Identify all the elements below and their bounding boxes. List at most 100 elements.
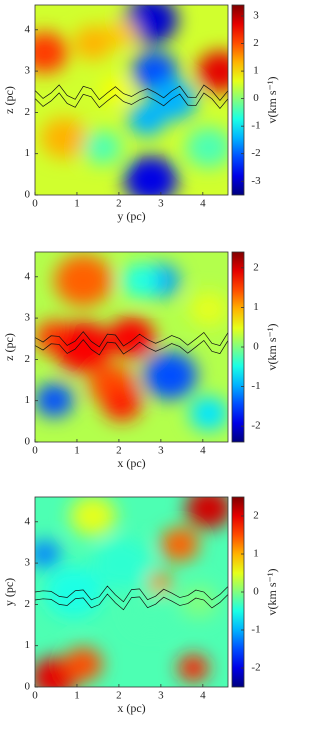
y-tick-label: 1 [25, 639, 31, 651]
field-blob [54, 254, 113, 307]
colorbar-tick-label: 2 [253, 261, 259, 273]
field-blob [121, 263, 161, 298]
x-tick-label: 3 [158, 198, 164, 210]
x-tick-label: 4 [200, 198, 206, 210]
field-blob [189, 396, 228, 431]
y-tick-label: 2 [25, 598, 31, 610]
field-blob [189, 291, 228, 327]
field-blob [102, 386, 142, 422]
field-blob [179, 584, 219, 619]
colorbar-tick-label: 2 [253, 37, 259, 49]
y-tick-label: 2 [25, 353, 31, 365]
colorbar-tick-label: -2 [251, 420, 260, 432]
field-blob [35, 383, 74, 418]
x-tick-label: 2 [116, 198, 122, 210]
field-blob [185, 497, 228, 529]
colorbar-tick-label: -3 [251, 175, 261, 187]
field-blob [143, 351, 198, 400]
x-tick-label: 0 [32, 690, 38, 702]
contour [35, 339, 228, 356]
field-blob [106, 19, 138, 48]
y-tick-label: 2 [25, 106, 31, 118]
field-blob [92, 537, 151, 590]
field-blob [83, 130, 122, 165]
heatmap-field [35, 497, 228, 687]
x-tick-label: 0 [32, 198, 38, 210]
field-blob [148, 572, 173, 593]
field-blob [127, 590, 174, 632]
x-tick-label: 2 [116, 690, 122, 702]
field-blob [123, 5, 178, 45]
contour [35, 331, 228, 348]
y-tick-label: 0 [25, 681, 31, 693]
field-blob [54, 321, 113, 373]
x-tick-label: 0 [32, 445, 38, 457]
y-axis-label: y (pc) [2, 578, 16, 606]
x-tick-label: 4 [200, 445, 206, 457]
y-tick-label: 4 [25, 270, 31, 282]
colorbar-tick-label: -1 [251, 380, 260, 392]
colorbar-tick-label: 0 [253, 341, 259, 353]
colorbar-tick-label: 0 [253, 92, 259, 104]
x-axis-label: x (pc) [117, 701, 145, 715]
y-tick-label: 0 [25, 189, 31, 201]
colorbar-label: v(km s⁻¹) [265, 77, 279, 124]
contour [35, 92, 228, 109]
plot-frame [34, 251, 229, 443]
figure: 0 1 2 3 4 0 1 2 3 4 y (pc) z (pc) -3 -2 -1 0 1 2 3 v(km s⁻¹… [2, 4, 279, 715]
colorbar [231, 4, 245, 196]
colorbar-tick-label: 3 [253, 10, 259, 22]
contour [35, 585, 228, 603]
field-blob [35, 31, 68, 74]
field-blob [63, 647, 103, 682]
x-tick-label: 1 [74, 198, 80, 210]
y-tick-label: 3 [25, 557, 31, 569]
y-tick-label: 4 [25, 23, 31, 35]
field-blobs [35, 497, 228, 687]
x-tick-label: 2 [116, 445, 122, 457]
heatmap-field [35, 252, 228, 442]
field-blobs [35, 5, 228, 195]
y-tick-label: 1 [25, 394, 31, 406]
field-blob [35, 540, 61, 568]
colorbar-tick-label: 2 [253, 510, 259, 522]
field-blob [123, 155, 178, 195]
field-blob [197, 50, 228, 93]
field-blob [73, 25, 113, 61]
field-blob [150, 79, 198, 121]
y-tick-label: 3 [25, 65, 31, 77]
y-tick-label: 3 [25, 312, 31, 324]
x-tick-label: 1 [74, 690, 80, 702]
field-blobs [35, 254, 228, 431]
x-axis-label: y (pc) [117, 209, 145, 223]
x-tick-label: 4 [200, 690, 206, 702]
field-blob [100, 76, 132, 105]
field-blob [69, 497, 117, 537]
colorbar-tick-label: 1 [253, 301, 259, 313]
field-blob [185, 126, 228, 169]
colorbar-tick-label: -1 [251, 624, 260, 636]
colorbar-tick-label: 0 [253, 586, 259, 598]
y-tick-label: 4 [25, 515, 31, 527]
colorbar-tick-label: 1 [253, 65, 259, 77]
colorbar-tick-label: 1 [253, 548, 259, 560]
colorbar-label: v(km s⁻¹) [265, 324, 279, 371]
colorbar-tick-label: -1 [251, 120, 260, 132]
field-blob [40, 117, 88, 159]
x-tick-label: 1 [74, 445, 80, 457]
x-axis-label: x (pc) [117, 456, 145, 470]
contour [35, 84, 228, 101]
y-axis-label: z (pc) [2, 86, 16, 114]
field-blob [108, 316, 155, 359]
contour [35, 593, 228, 611]
y-axis-label: z (pc) [2, 333, 16, 361]
colorbar-tick-label: -2 [251, 147, 260, 159]
y-tick-label: 0 [25, 436, 31, 448]
colorbar-label: v(km s⁻¹) [265, 569, 279, 616]
x-tick-label: 3 [158, 690, 164, 702]
field-blob [177, 654, 209, 682]
colorbar-tick-label: -2 [251, 662, 260, 674]
plot-frame [34, 496, 229, 688]
x-tick-label: 3 [158, 445, 164, 457]
heatmap-field [35, 5, 228, 195]
